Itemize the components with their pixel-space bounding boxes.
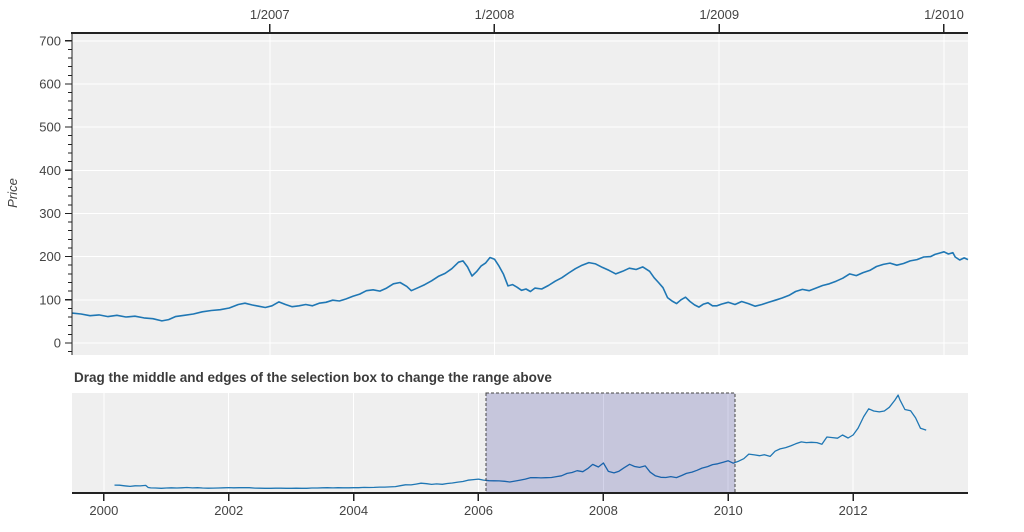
x-tick-label: 1/2007	[250, 7, 290, 22]
y-tick-label: 0	[54, 335, 61, 350]
y-tick-label: 700	[39, 33, 61, 48]
context-chart: 2000 2002 2004 2006 2008 2010 2012	[72, 392, 968, 518]
x-tick-label: 2006	[464, 503, 493, 518]
x-tick-label: 1/2009	[699, 7, 739, 22]
x-tick-label: 1/2010	[924, 7, 964, 22]
x-tick-label: 2004	[339, 503, 368, 518]
mini-price-line	[114, 394, 927, 489]
context-instruction-title: Drag the middle and edges of the selecti…	[74, 370, 552, 385]
y-tick-label: 500	[39, 120, 61, 135]
x-tick-label: 2012	[839, 503, 868, 518]
y-axis-title: Price	[5, 178, 20, 208]
x-tick-label: 2002	[214, 503, 243, 518]
y-tick-label: 200	[39, 249, 61, 264]
y-tick-label: 300	[39, 206, 61, 221]
x-tick-label: 2008	[589, 503, 618, 518]
focus-plot-background[interactable]	[72, 33, 968, 355]
y-tick-label: 600	[39, 76, 61, 91]
y-tick-label: 100	[39, 292, 61, 307]
focus-chart: 1/2007 1/2008 1/2009 1/2010 0 100 200 300 400 500…	[39, 7, 969, 355]
x-tick-label: 1/2008	[475, 7, 515, 22]
x-tick-label: 2000	[89, 503, 118, 518]
y-tick-label: 400	[39, 163, 61, 178]
x-tick-label: 2010	[714, 503, 743, 518]
selection-right-handle[interactable]	[733, 393, 737, 493]
selection-left-handle[interactable]	[484, 393, 488, 493]
range-selection-box[interactable]	[485, 392, 736, 494]
price-line	[71, 251, 969, 322]
